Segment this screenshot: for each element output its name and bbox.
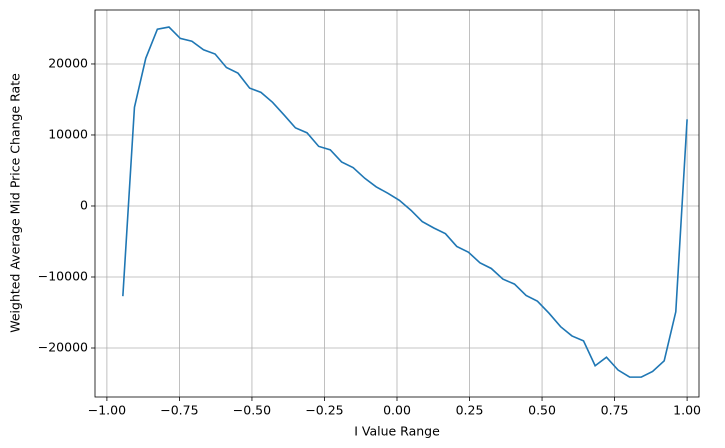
x-tick-label: 0.25 (456, 403, 484, 418)
x-tick-label: −0.50 (233, 403, 271, 418)
x-tick-label: −1.00 (88, 403, 126, 418)
x-tick-label: 1.00 (673, 403, 701, 418)
x-tick-label: 0.50 (528, 403, 556, 418)
x-tick-label: −0.75 (160, 403, 198, 418)
data-line (122, 26, 688, 378)
x-tick-label: 0.75 (601, 403, 629, 418)
x-axis-label: I Value Range (354, 424, 440, 439)
y-tick-label: 10000 (48, 126, 88, 141)
x-tick-label: −0.25 (305, 403, 343, 418)
y-axis-label: Weighted Average Mid Price Change Rate (8, 73, 23, 333)
y-tick-label: 0 (80, 197, 88, 212)
y-tick-label: 20000 (48, 55, 88, 70)
y-tick-label: −20000 (38, 340, 88, 355)
plot-frame (94, 9, 700, 398)
y-tick-label: −10000 (38, 268, 88, 283)
x-tick-label: 0.00 (383, 403, 411, 418)
